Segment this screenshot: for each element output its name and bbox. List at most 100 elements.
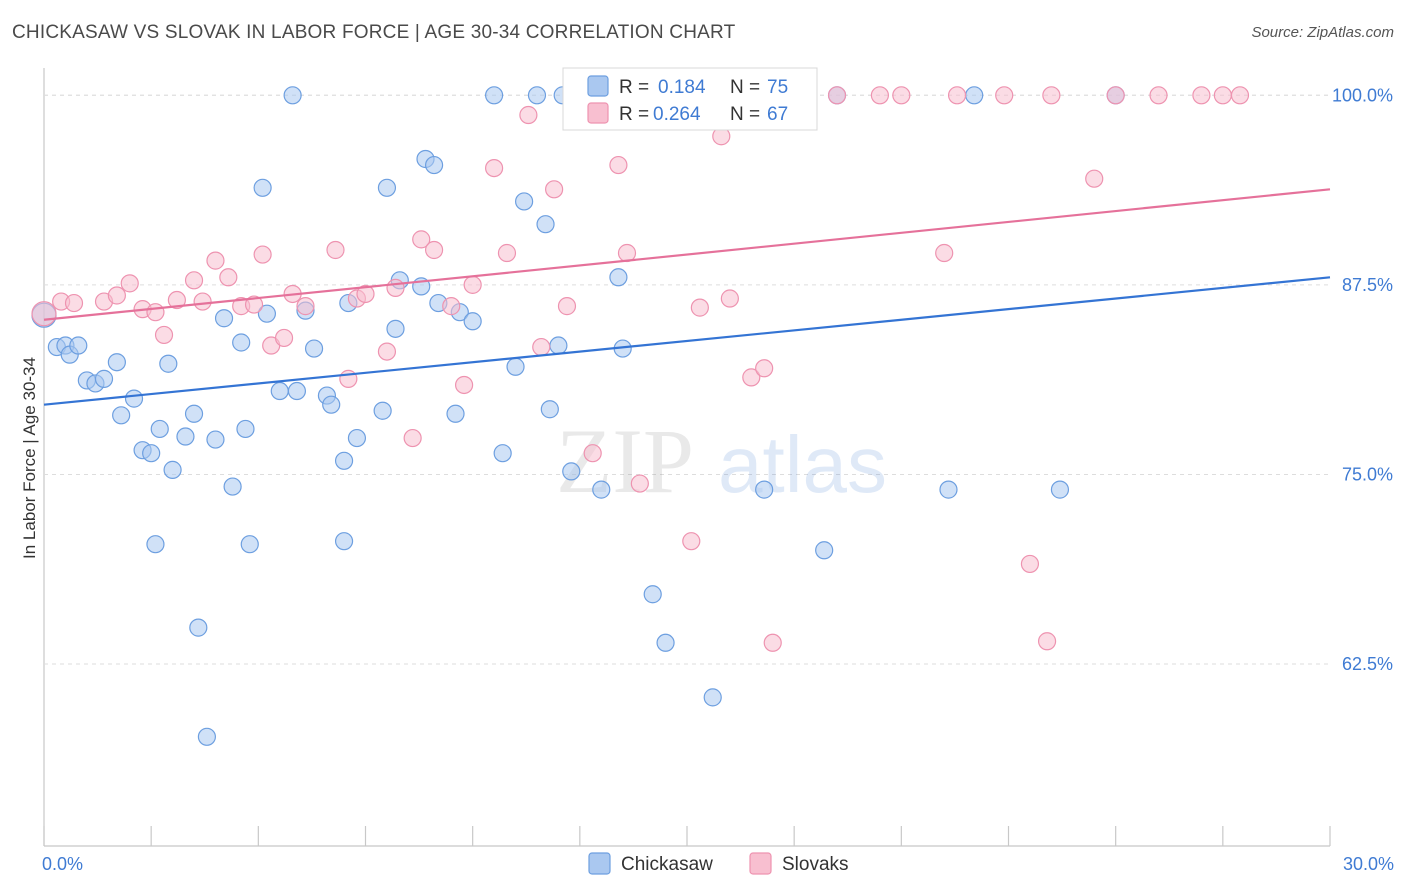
slovaks-point — [219, 268, 238, 287]
chickasaw-point — [703, 688, 722, 707]
slovaks-point — [424, 240, 444, 260]
watermark-atlas: atlas — [718, 420, 887, 509]
slovaks-point — [386, 278, 405, 298]
y-tick-label: 87.5% — [1342, 275, 1393, 295]
chickasaw-point — [536, 215, 555, 234]
chickasaw-point — [592, 480, 611, 499]
slovaks-point — [532, 337, 551, 357]
chickasaw-point — [107, 353, 126, 372]
legend-n-value-chickasaw: 75 — [767, 77, 788, 98]
chickasaw-point — [506, 357, 525, 376]
chickasaw-point — [815, 541, 834, 560]
chickasaw-point — [373, 401, 392, 420]
slovaks-point — [377, 342, 397, 361]
slovaks-point — [64, 293, 84, 313]
chickasaw-point — [334, 451, 354, 470]
chickasaw-trend-line — [43, 276, 1331, 406]
slovaks-point — [690, 298, 709, 317]
slovaks-point — [630, 474, 649, 493]
x-tick-label-min: 0.0% — [42, 854, 83, 874]
chickasaw-point — [253, 178, 272, 197]
slovaks-point — [497, 243, 517, 263]
slovaks-point — [557, 297, 577, 316]
slovaks-point — [763, 633, 782, 652]
chickasaw-point — [643, 585, 662, 604]
slovaks-point — [682, 532, 701, 551]
chickasaw-point — [287, 381, 307, 401]
y-tick-label: 75.0% — [1342, 464, 1393, 484]
slovaks-point — [167, 290, 186, 310]
chickasaw-point — [424, 155, 444, 175]
bottom-legend-swatch-chickasaw — [588, 852, 611, 875]
legend-r-value-slovaks: 0.264 — [653, 104, 701, 125]
chickasaw-point — [656, 633, 675, 652]
slovaks-point — [519, 105, 538, 125]
chickasaw-point — [257, 304, 277, 323]
legend-r-value-chickasaw: 0.184 — [658, 77, 706, 98]
y-tick-label: 62.5% — [1342, 654, 1393, 674]
slovaks-point — [583, 444, 602, 463]
bottom-legend-label-chickasaw: Chickasaw — [621, 854, 713, 875]
chickasaw-point — [69, 336, 88, 355]
chickasaw-point — [142, 444, 161, 463]
slovaks-point — [154, 325, 174, 345]
slovaks-point — [1192, 86, 1211, 105]
series-legend: Chickasaw Slovaks — [588, 852, 849, 875]
chickasaw-point — [485, 86, 504, 105]
slovaks-point — [244, 295, 264, 314]
slovaks-point — [274, 328, 294, 348]
x-tick-marks — [43, 826, 1331, 846]
chickasaw-point — [197, 727, 216, 746]
legend-r-label-chickasaw: R = — [619, 77, 649, 98]
chickasaw-point — [94, 369, 114, 388]
slovaks-point — [1106, 86, 1125, 105]
chickasaw-point — [124, 389, 144, 408]
slovaks-point — [107, 286, 126, 305]
bottom-legend-swatch-slovaks — [749, 852, 772, 875]
slovaks-point — [995, 86, 1014, 105]
slovaks-point — [1037, 632, 1057, 651]
chickasaw-point — [463, 312, 482, 331]
chickasaw-point — [322, 395, 341, 414]
chickasaw-point — [176, 427, 195, 446]
slovaks-point — [253, 245, 272, 264]
slovaks-point — [193, 292, 212, 311]
chickasaw-point — [1050, 480, 1070, 499]
slovaks-point — [1213, 86, 1232, 105]
source-credit: Source: ZipAtlas.com — [1251, 24, 1394, 41]
chickasaw-point — [240, 535, 259, 554]
chickasaw-point — [549, 336, 568, 355]
chickasaw-point — [755, 480, 774, 499]
x-tick-label-max: 30.0% — [1343, 854, 1394, 874]
chickasaw-point — [493, 444, 512, 463]
slovaks-point — [296, 297, 315, 316]
slovaks-point — [485, 158, 504, 178]
slovaks-point — [454, 375, 474, 395]
slovaks-point — [146, 303, 165, 322]
trend-lines — [43, 188, 1331, 406]
chickasaw-point — [146, 535, 165, 554]
chickasaw-point — [609, 268, 628, 287]
slovaks-point — [120, 274, 139, 293]
slovaks-point — [892, 86, 911, 105]
chart-title: CHICKASAW VS SLOVAK IN LABOR FORCE | AGE… — [12, 22, 736, 43]
y-axis-label: In Labor Force | Age 30-34 — [20, 357, 39, 559]
chickasaw-point — [150, 419, 169, 439]
chickasaw-point — [939, 480, 958, 499]
chickasaw-point — [163, 460, 182, 479]
legend-n-label-slovaks: N = — [730, 104, 760, 125]
slovaks-point — [870, 86, 890, 105]
slovaks-point — [206, 251, 225, 270]
chickasaw-point — [283, 86, 302, 105]
chickasaw-point — [965, 86, 984, 105]
legend-r-label-slovaks: R = — [619, 104, 649, 125]
y-tick-label: 100.0% — [1332, 85, 1393, 105]
legend-n-label-chickasaw: N = — [730, 77, 760, 98]
chickasaw-point — [446, 404, 465, 423]
chickasaw-point — [223, 477, 242, 496]
slovaks-point — [720, 289, 739, 308]
watermark: ZIP atlas — [556, 410, 887, 512]
chickasaw-point — [270, 381, 289, 401]
slovaks-point — [935, 243, 954, 263]
